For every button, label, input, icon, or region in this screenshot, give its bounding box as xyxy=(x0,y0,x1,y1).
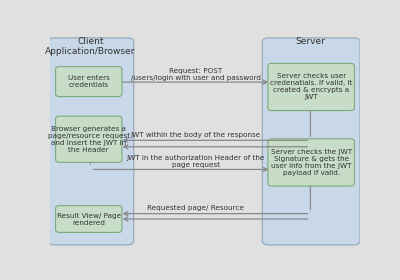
Text: Server checks the JWT
Signature & gets the
user info from the JWT
payload if val: Server checks the JWT Signature & gets t… xyxy=(271,149,352,176)
Text: JWT in the authorization Header of the
page request: JWT in the authorization Header of the p… xyxy=(126,155,265,168)
FancyBboxPatch shape xyxy=(56,206,122,232)
Text: Requested page/ Resource: Requested page/ Resource xyxy=(147,206,244,211)
Text: User enters
credentials: User enters credentials xyxy=(68,75,110,88)
FancyBboxPatch shape xyxy=(262,38,360,245)
Text: JWT within the body of the response: JWT within the body of the response xyxy=(130,132,261,138)
FancyBboxPatch shape xyxy=(268,63,354,111)
Text: Result View/ Page
rendered: Result View/ Page rendered xyxy=(57,213,121,225)
Text: Server: Server xyxy=(296,37,325,46)
FancyBboxPatch shape xyxy=(48,38,134,245)
FancyBboxPatch shape xyxy=(56,67,122,97)
Text: Client
Application/Browser: Client Application/Browser xyxy=(45,37,136,56)
FancyBboxPatch shape xyxy=(268,139,354,186)
Text: Request: POST
/users/login with user and password: Request: POST /users/login with user and… xyxy=(131,68,261,81)
FancyBboxPatch shape xyxy=(56,116,122,162)
Text: Browser generates a
page/resource request
and insert the JWT in
the Header: Browser generates a page/resource reques… xyxy=(48,126,130,153)
Text: Server checks user
credenatials. If valid, It
created & encrypts a
JWT: Server checks user credenatials. If vali… xyxy=(270,73,352,101)
